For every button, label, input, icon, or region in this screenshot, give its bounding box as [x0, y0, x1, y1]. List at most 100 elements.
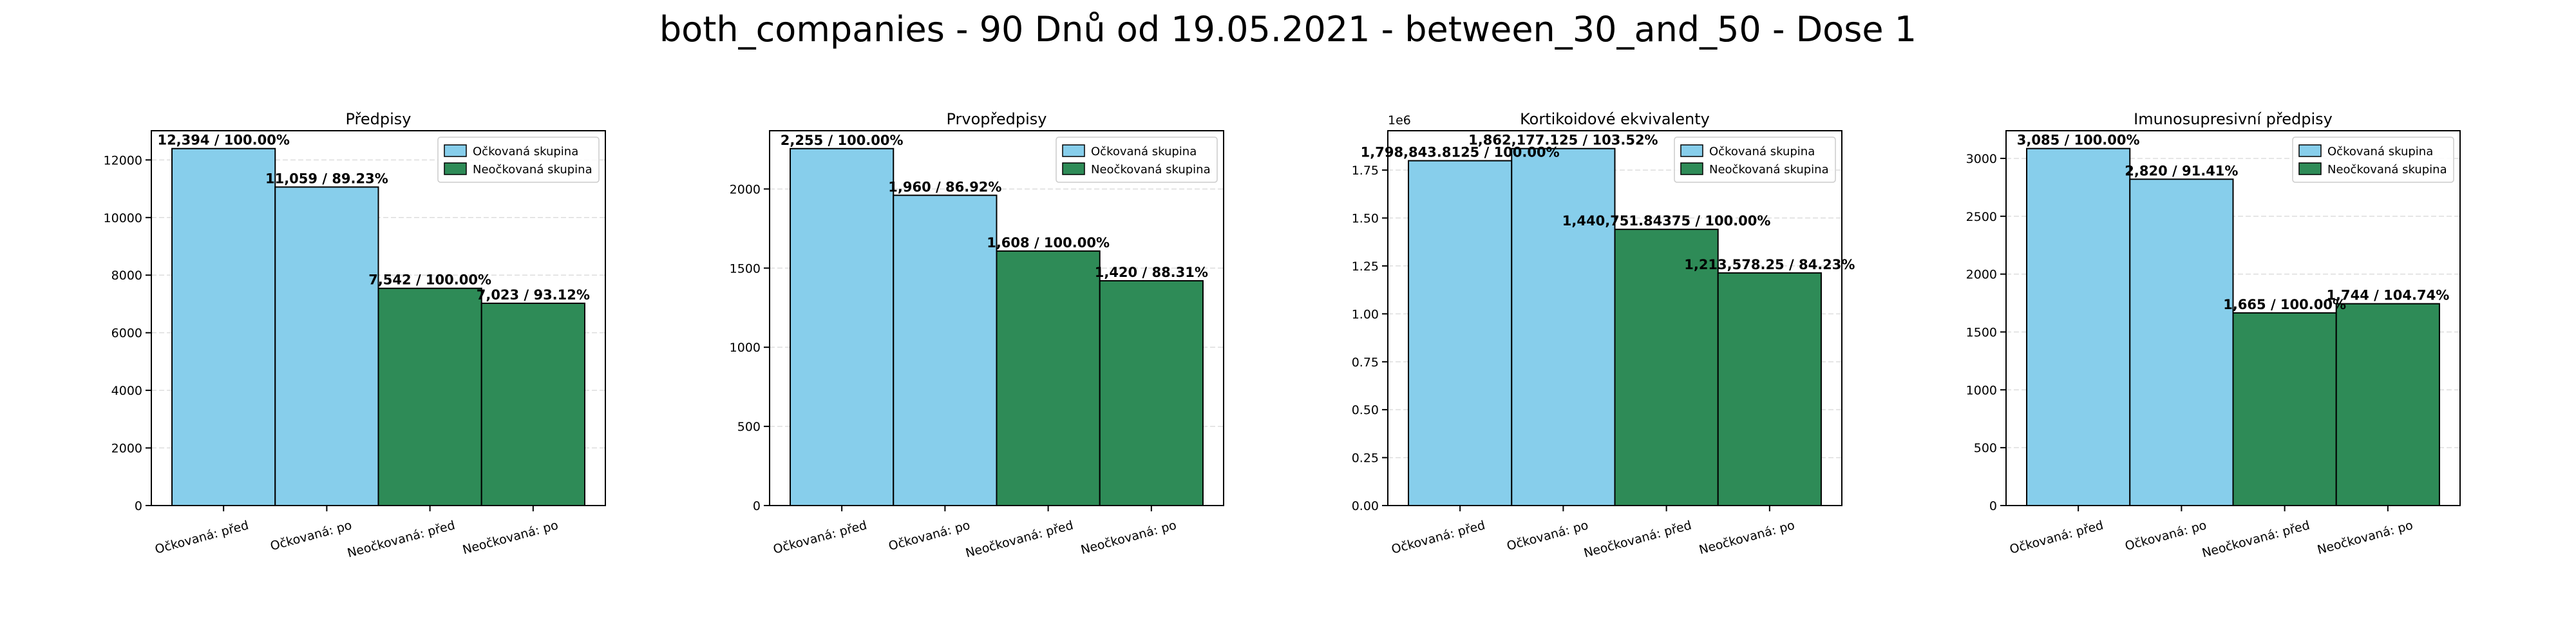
data-label: 1,744 / 104.74%: [2326, 288, 2449, 303]
bar: [2129, 178, 2234, 506]
legend-label: Očkovaná skupina: [473, 145, 578, 158]
data-label: 2,255 / 100.00%: [781, 133, 904, 148]
y-tick-label: 0: [1989, 499, 1997, 513]
y-tick-label: 2000: [730, 182, 761, 196]
bar: [1408, 160, 1513, 507]
legend-box: [2292, 137, 2454, 183]
y-tick-label: 10000: [104, 211, 142, 225]
bar: [274, 186, 379, 506]
x-tick-label: Očkovaná: před: [153, 518, 250, 557]
legend-swatch: [1062, 162, 1085, 175]
x-tick-label: Očkovaná: před: [772, 518, 868, 557]
data-label: 7,023 / 93.12%: [477, 287, 590, 303]
chart-title: Kortikoidové ekvivalenty: [1520, 110, 1710, 128]
figure-title: both_companies - 90 Dnů od 19.05.2021 - …: [659, 9, 1917, 50]
chart-title: Imunosupresivní předpisy: [2134, 110, 2333, 128]
y-tick-label: 1500: [1966, 325, 1997, 339]
plot-frame: [2005, 130, 2461, 506]
bar: [171, 147, 276, 507]
y-tick-label: 4000: [111, 384, 142, 398]
y-tick-label: 1000: [1966, 383, 1997, 397]
y-tick-label: 500: [737, 420, 761, 434]
legend-box: [1674, 137, 1836, 183]
bar: [790, 147, 895, 506]
legend-swatch: [444, 144, 467, 157]
y-tick-label: 2000: [111, 442, 142, 456]
x-tick-label: Neočkovaná: po: [461, 518, 560, 558]
bar: [1099, 279, 1204, 506]
plot-frame: [1387, 130, 1842, 506]
data-label: 1,665 / 100.00%: [2223, 297, 2346, 312]
chart-panel-4: 3,085 / 100.00% 2,820 / 91.41% 1,665 / 100…: [1966, 110, 2461, 561]
x-tick-label: Očkovaná: před: [1390, 518, 1486, 557]
data-label: 1,213,578.25 / 84.23%: [1684, 257, 1855, 272]
data-label: 11,059 / 89.23%: [265, 171, 388, 186]
y-tick-label: 0.50: [1352, 403, 1379, 417]
chart-panel-1: 12,394 / 100.00% 11,059 / 89.23% 7,542 / 1…: [104, 110, 606, 561]
legend-label: Neočkovaná skupina: [1091, 163, 1211, 176]
x-tick-label: Očkovaná: po: [2123, 518, 2208, 554]
x-tick-label: Neočkovaná: před: [2201, 518, 2311, 561]
data-label: 1,798,843.8125 / 100.00%: [1361, 145, 1560, 160]
data-label: 1,420 / 88.31%: [1095, 265, 1208, 280]
bar: [480, 302, 585, 506]
data-label: 12,394 / 100.00%: [157, 133, 289, 148]
y-tick-label: 500: [1974, 441, 1997, 455]
chart-panel-3: 1,798,843.8125 / 100.00%1,862,177.125 / …: [1352, 110, 1855, 560]
x-tick-label: Očkovaná: před: [2008, 518, 2105, 557]
y-tick-label: 2500: [1966, 210, 1997, 224]
data-label: 1,440,751.84375 / 100.00%: [1562, 213, 1771, 229]
legend-label: Očkovaná skupina: [1709, 145, 1815, 158]
bar: [2026, 147, 2131, 506]
bar: [1717, 272, 1822, 506]
x-tick-label: Neočkovaná: po: [2316, 518, 2414, 558]
bar: [1614, 229, 1719, 506]
x-tick-label: Očkovaná: po: [1505, 518, 1589, 554]
data-label: 1,960 / 86.92%: [888, 179, 1001, 194]
y-tick-label: 0: [753, 499, 761, 513]
bar: [377, 287, 482, 506]
chart-panel-2: 2,255 / 100.00% 1,960 / 86.92% 1,608 / 100…: [730, 110, 1224, 560]
x-tick-label: Neočkovaná: před: [346, 518, 457, 561]
x-tick-label: Neočkovaná: před: [964, 518, 1075, 561]
y-tick-label: 6000: [111, 327, 142, 341]
y-tick-label: 0.25: [1352, 451, 1379, 466]
y-scale-label: 1e6: [1388, 113, 1411, 128]
y-tick-label: 1500: [730, 261, 761, 276]
legend-swatch: [1062, 144, 1085, 157]
plot-frame: [151, 130, 606, 506]
legend-label: Neočkovaná skupina: [2327, 163, 2447, 176]
x-tick-label: Neočkovaná: před: [1582, 518, 1693, 561]
data-label: 3,085 / 100.00%: [2017, 133, 2140, 148]
data-label: 7,542 / 100.00%: [368, 272, 491, 288]
bar: [1511, 147, 1616, 506]
legend-label: Neočkovaná skupina: [1709, 163, 1829, 176]
legend-label: Neočkovaná skupina: [473, 163, 592, 176]
legend-box: [1056, 137, 1218, 183]
x-tick-label: Neočkovaná: po: [1079, 518, 1178, 558]
y-tick-label: 1.50: [1352, 212, 1379, 226]
chart-title: Předpisy: [346, 110, 412, 128]
y-tick-label: 12000: [104, 153, 142, 167]
y-tick-label: 0.00: [1352, 499, 1379, 513]
bar: [893, 194, 998, 506]
y-tick-label: 1.75: [1352, 164, 1379, 178]
bar: [2335, 303, 2440, 506]
y-tick-label: 8000: [111, 269, 142, 283]
plot-frame: [769, 130, 1224, 506]
y-tick-label: 3000: [1966, 152, 1997, 166]
data-label: 1,862,177.125 / 103.52%: [1468, 133, 1658, 148]
legend-swatch: [2298, 162, 2322, 175]
y-tick-label: 1.25: [1352, 260, 1379, 274]
chart-title: Prvopředpisy: [947, 110, 1047, 128]
data-label: 1,608 / 100.00%: [987, 235, 1110, 251]
legend-swatch: [2298, 144, 2322, 157]
legend-box: [437, 137, 600, 183]
legend-swatch: [1680, 162, 1703, 175]
x-tick-label: Očkovaná: po: [887, 518, 971, 554]
legend-label: Očkovaná skupina: [1091, 145, 1197, 158]
y-tick-label: 2000: [1966, 268, 1997, 282]
legend-swatch: [444, 162, 467, 175]
bar: [996, 250, 1101, 506]
